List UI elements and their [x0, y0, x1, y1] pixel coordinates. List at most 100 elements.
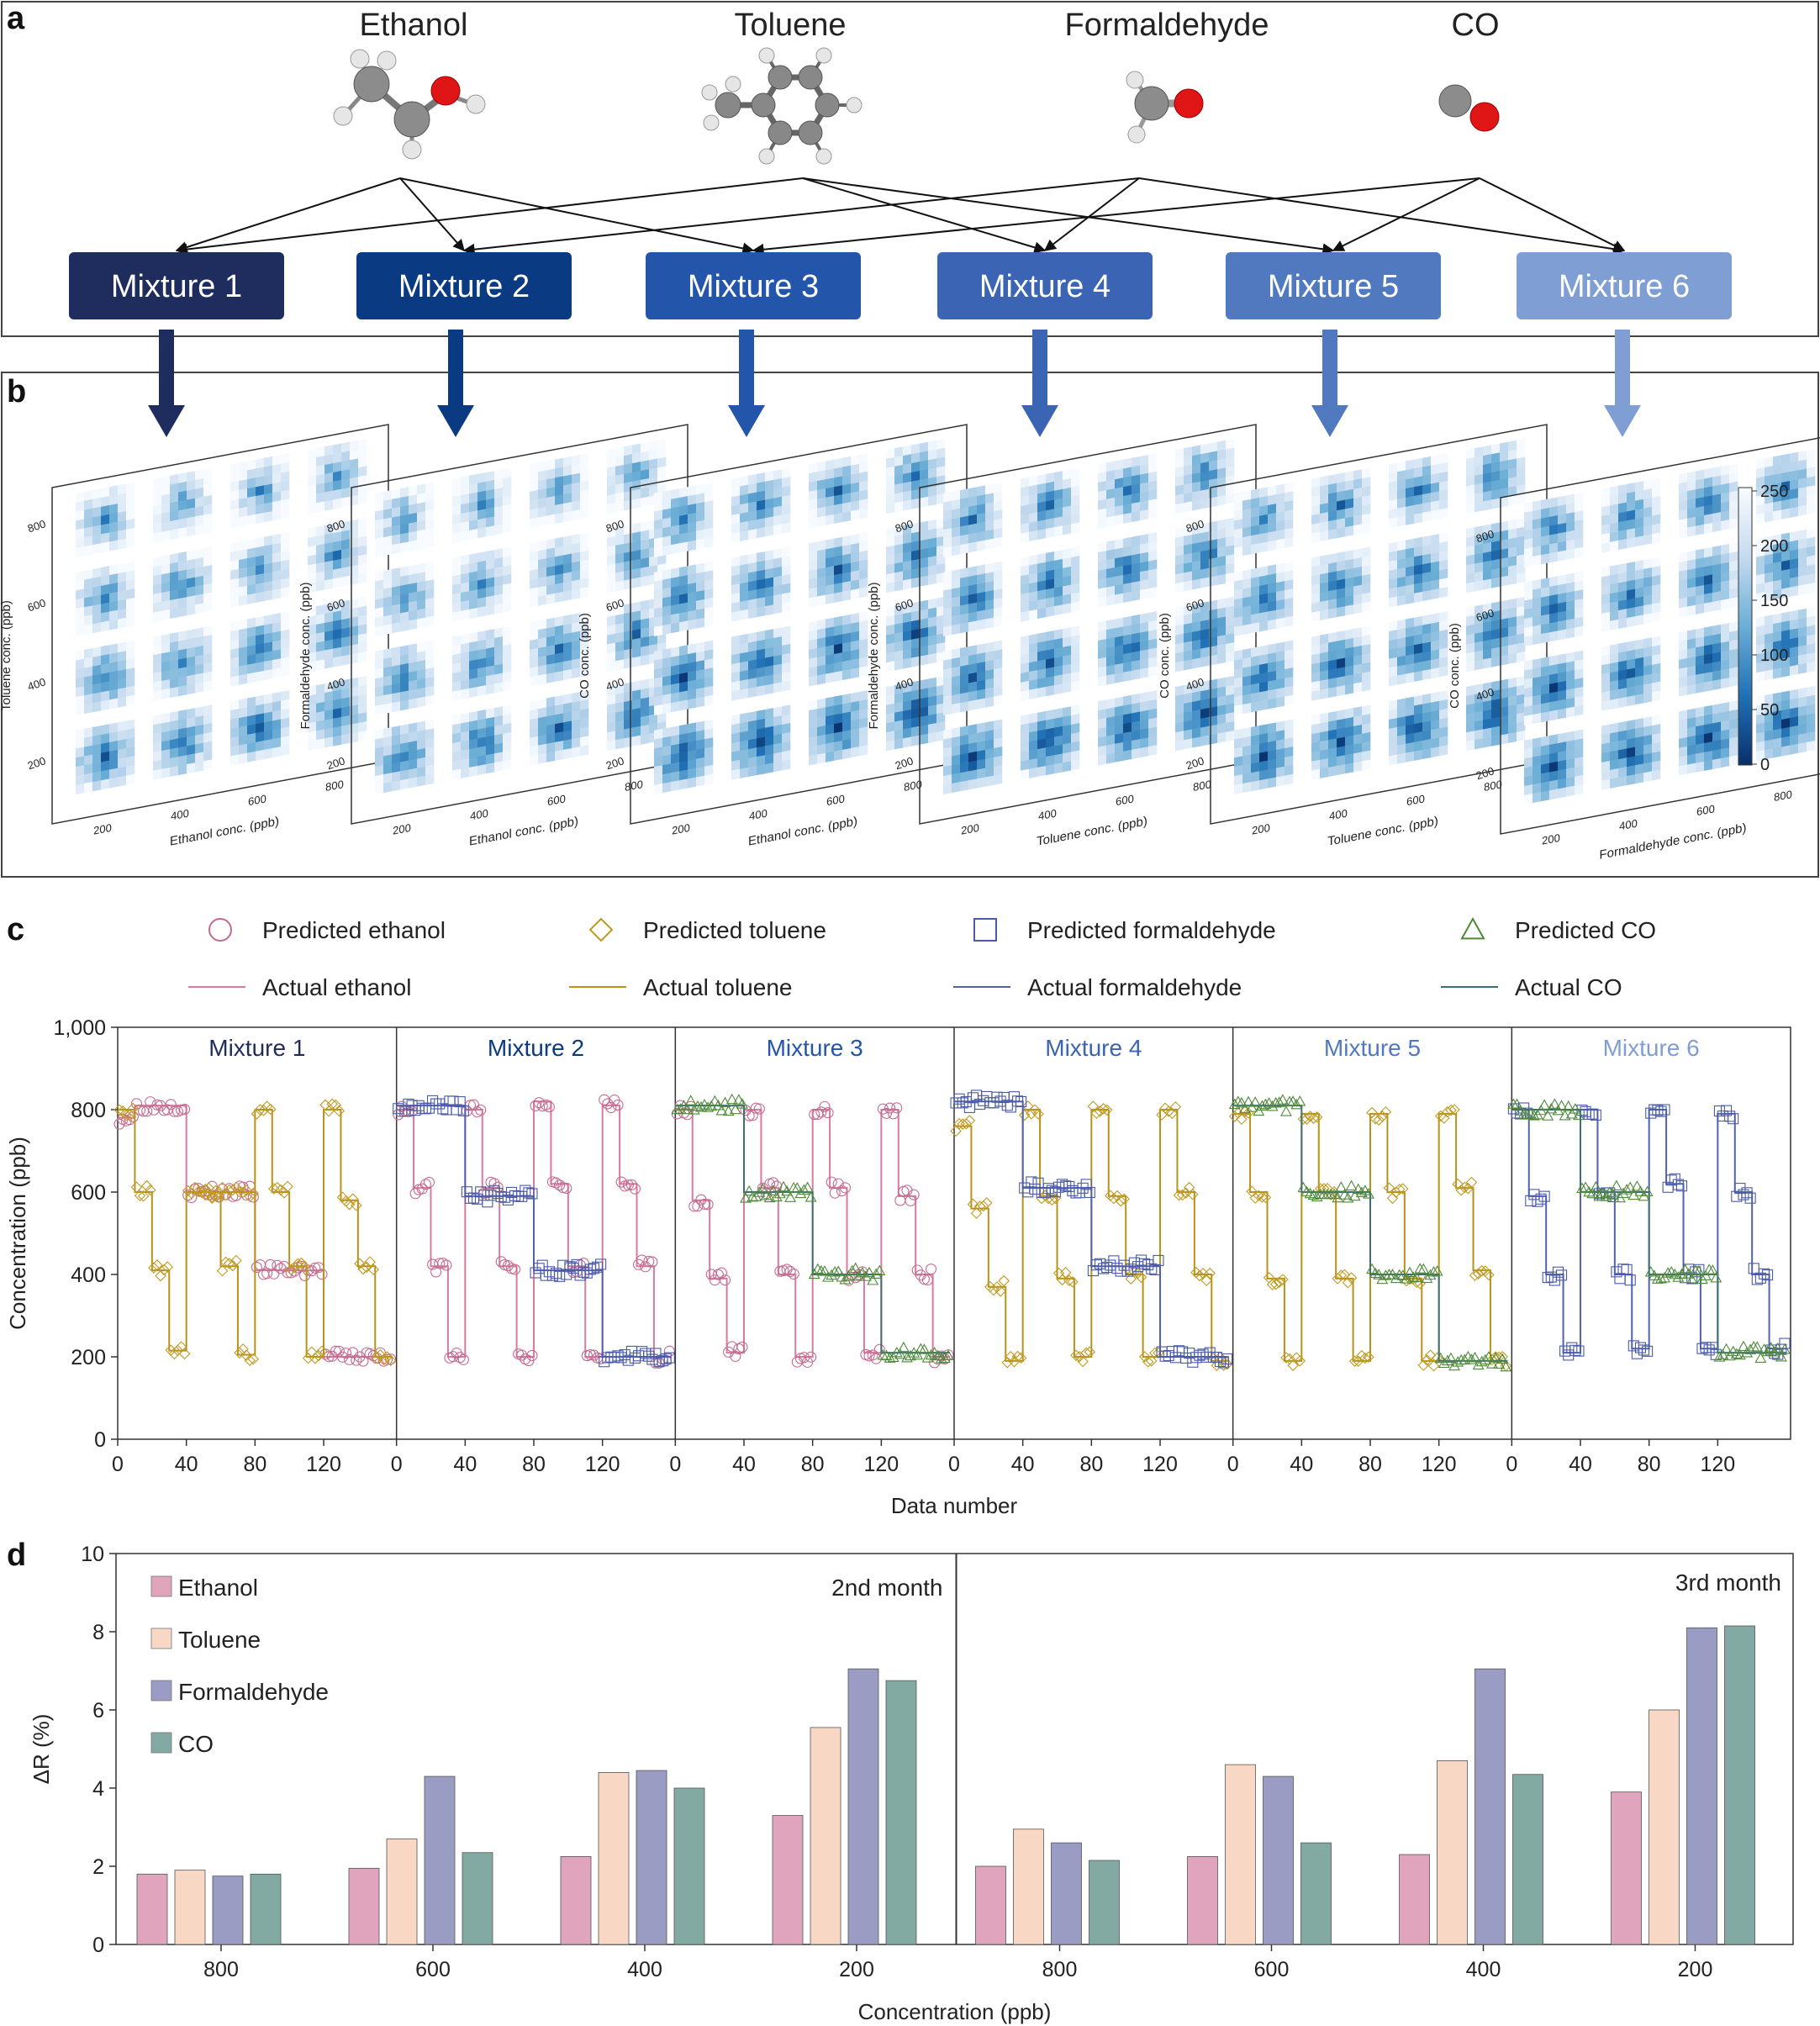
heatmap-pixel: [1106, 698, 1116, 710]
heatmap-pixel: [118, 739, 127, 751]
heatmap-pixel: [1029, 652, 1038, 663]
heatmap-pixel: [1226, 447, 1235, 459]
heatmap-pixel: [765, 586, 774, 598]
heatmap-pixel: [765, 762, 774, 774]
heatmap-pixel: [1175, 554, 1184, 566]
heatmap-pixel: [1021, 592, 1030, 604]
heatmap-pixel: [1712, 484, 1722, 496]
heatmap-tile: [886, 675, 946, 752]
heatmap-pixel: [809, 489, 818, 501]
heatmap-pixel: [1345, 550, 1354, 562]
heatmap-pixel: [494, 566, 504, 578]
heatmap-pixel: [203, 680, 213, 692]
heatmap-pixel: [350, 440, 359, 451]
heatmap-pixel: [264, 474, 273, 486]
heatmap-pixel: [1217, 616, 1227, 628]
heatmap-pixel: [1406, 751, 1415, 762]
heatmap-pixel: [392, 488, 401, 500]
heatmap-pixel: [84, 666, 93, 678]
heatmap-pixel: [1627, 756, 1636, 768]
heatmap-pixel: [563, 502, 572, 514]
heatmap-pixel: [1311, 759, 1321, 771]
heatmap-pixel: [425, 509, 435, 521]
heatmap-pixel: [1328, 520, 1337, 531]
heatmap-pixel: [1635, 578, 1644, 589]
heatmap-pixel: [1021, 662, 1030, 674]
heatmap-pixel: [400, 645, 409, 657]
heatmap-pixel: [247, 487, 256, 499]
heatmap-pixel: [1242, 666, 1252, 678]
heatmap-pixel: [1353, 682, 1363, 694]
heatmap-pixel: [1046, 709, 1055, 721]
heatmap-pixel: [671, 725, 680, 737]
heatmap-pixel: [859, 657, 868, 668]
heatmap-pixel: [1132, 711, 1141, 723]
heatmap-pixel: [1106, 515, 1116, 527]
heatmap-pixel: [773, 752, 783, 763]
heatmap-pixel: [1687, 647, 1696, 659]
heatmap-pixel: [1635, 587, 1644, 599]
heatmap-pixel: [1132, 720, 1141, 732]
heatmap-pixel: [178, 718, 187, 730]
heatmap-pixel: [842, 739, 852, 751]
heatmap-pixel: [1106, 716, 1116, 728]
heatmap-pixel: [409, 521, 418, 533]
heatmap-pixel: [977, 698, 986, 710]
heatmap-pixel: [341, 724, 351, 736]
heatmap-pixel: [101, 733, 110, 745]
heatmap-pixel: [994, 755, 1003, 768]
heatmap-pixel: [1431, 561, 1440, 572]
heatmap-pixel: [859, 717, 868, 729]
heatmap-pixel: [84, 624, 93, 636]
heatmap-pixel: [920, 530, 929, 541]
heatmap-pixel: [333, 498, 342, 509]
heatmap-pixel: [1798, 662, 1807, 674]
heatmap-pixel: [1115, 645, 1124, 657]
heatmap-pixel: [1037, 520, 1047, 531]
heatmap-pixel: [662, 666, 672, 678]
heatmap-pixel: [1184, 710, 1193, 722]
heatmap-pixel: [943, 616, 952, 628]
heatmap-pixel: [1721, 650, 1730, 662]
heatmap-pixel: [109, 591, 119, 603]
heatmap-pixel: [469, 686, 478, 699]
heatmap-pixel: [1474, 525, 1484, 537]
heatmap-pixel: [757, 588, 766, 599]
heatmap-pixel: [178, 606, 187, 618]
heatmap-pixel: [409, 662, 418, 673]
heatmap-pixel: [1721, 710, 1730, 722]
heatmap-pixel: [977, 591, 986, 603]
heatmap-pixel: [851, 747, 860, 758]
heatmap-pixel: [308, 503, 317, 514]
heatmap-pixel: [817, 734, 826, 746]
heatmap-pixel: [704, 527, 714, 539]
heatmap-pixel: [662, 736, 672, 747]
heatmap-pixel: [538, 707, 547, 719]
heatmap-pixel: [375, 783, 384, 795]
heatmap-pixel: [1508, 537, 1517, 549]
heatmap-pixel: [1406, 724, 1415, 736]
ethanol-molecule-icon: [333, 49, 486, 160]
heatmap-pixel: [952, 726, 961, 739]
heatmap-pixel: [1524, 510, 1533, 522]
heatmap-pixel: [1285, 676, 1294, 689]
heatmap-pixel: [383, 745, 393, 757]
heatmap-pixel: [1765, 572, 1774, 583]
heatmap-pixel: [920, 441, 929, 453]
heatmap-pixel: [469, 641, 478, 652]
heatmap-pixel: [392, 701, 401, 713]
heatmap-pixel: [696, 538, 705, 550]
heatmap-pixel: [1549, 664, 1559, 676]
heatmap-pixel: [281, 471, 290, 483]
heatmap-pixel: [1679, 518, 1688, 530]
heatmap-pixel: [101, 760, 110, 772]
heatmap-pixel: [1652, 523, 1661, 535]
heatmap-pixel: [1439, 499, 1448, 510]
heatmap-pixel: [1414, 713, 1423, 725]
heatmap-pixel: [1234, 783, 1243, 795]
heatmap-pixel: [1549, 691, 1559, 703]
heatmap-pixel: [538, 594, 547, 606]
heatmap-pixel: [952, 536, 961, 547]
heatmap-pixel: [1251, 762, 1260, 773]
heatmap-pixel: [383, 684, 393, 696]
